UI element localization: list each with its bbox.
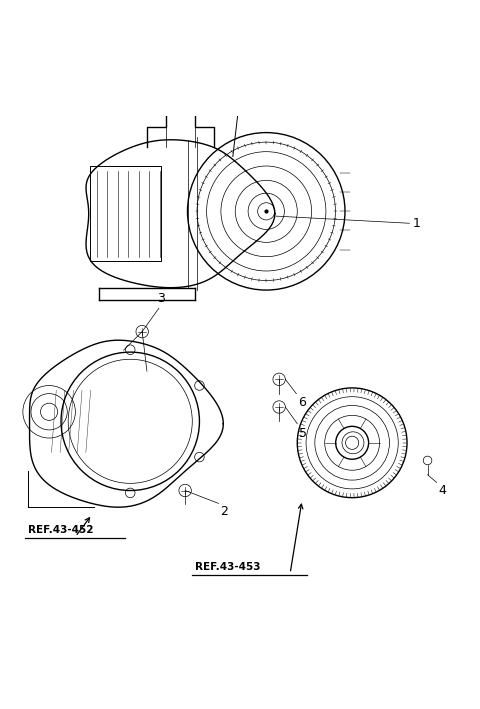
Text: 3: 3 — [157, 292, 165, 305]
Text: REF.43-453: REF.43-453 — [195, 562, 260, 572]
Text: 1: 1 — [413, 217, 420, 230]
Text: REF.43-452: REF.43-452 — [28, 525, 93, 535]
Text: 5: 5 — [299, 427, 307, 440]
Text: 4: 4 — [438, 484, 446, 497]
Text: 6: 6 — [298, 396, 306, 408]
Text: 2: 2 — [220, 506, 228, 518]
